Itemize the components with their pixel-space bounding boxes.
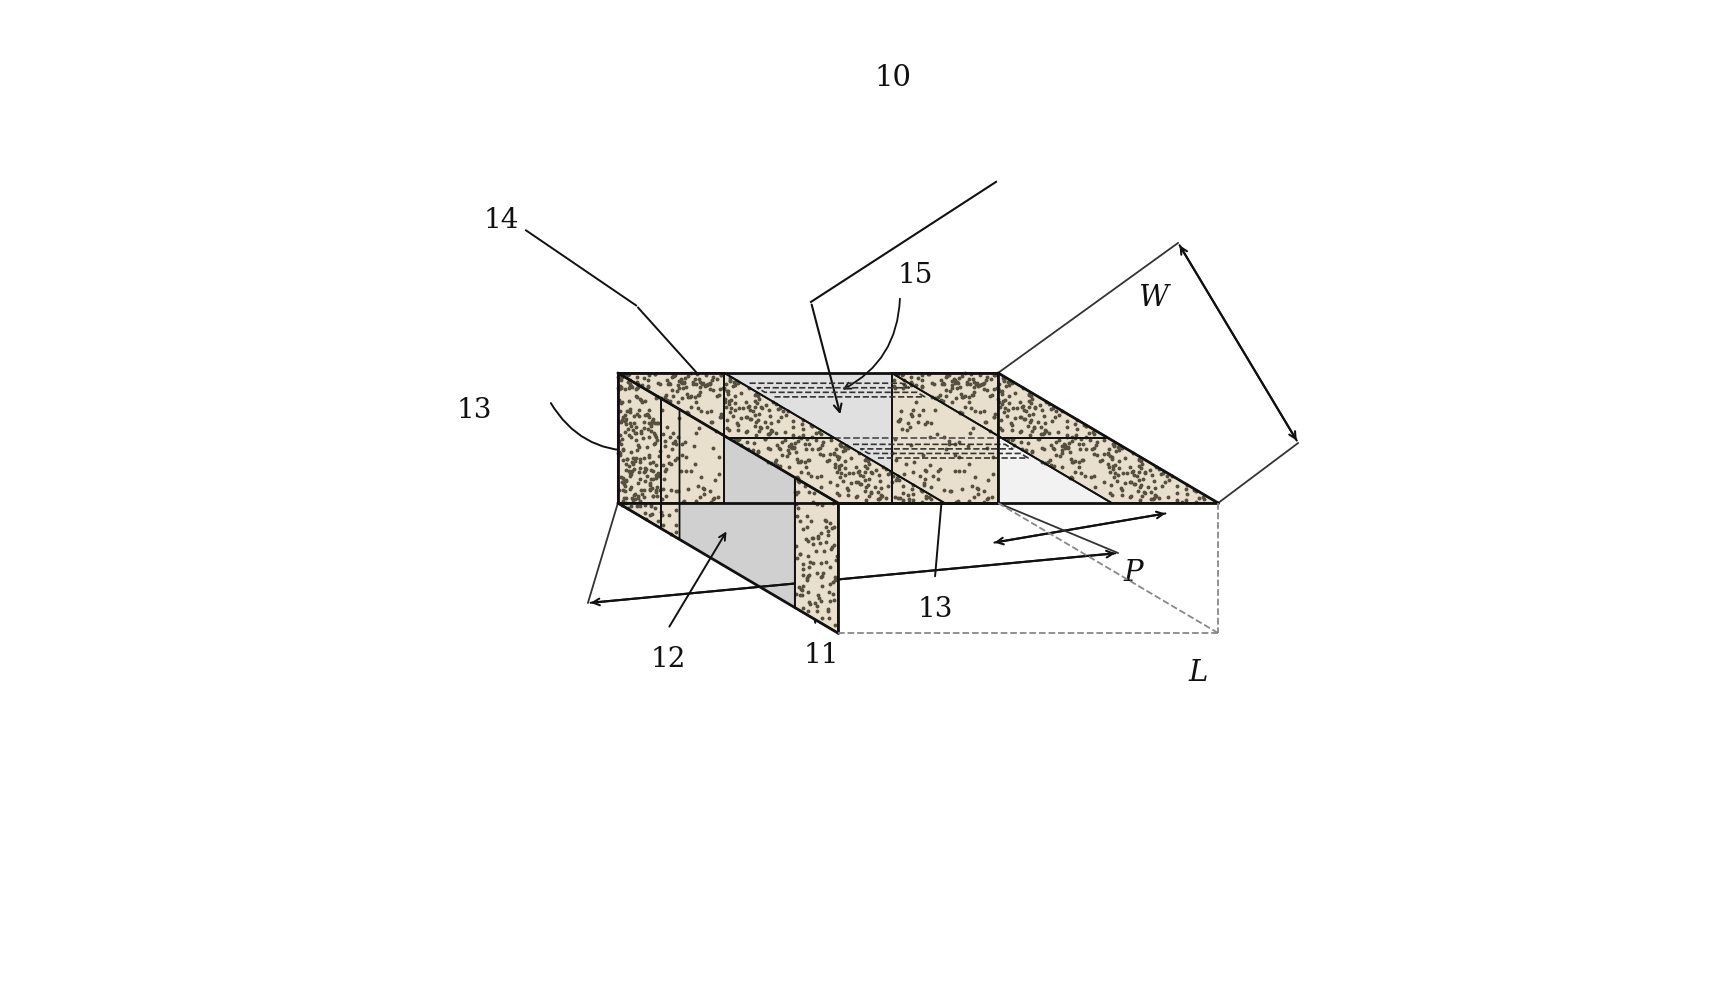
- Polygon shape: [892, 373, 998, 503]
- Polygon shape: [618, 373, 998, 503]
- Text: 13: 13: [917, 596, 953, 623]
- Polygon shape: [618, 373, 838, 633]
- Polygon shape: [618, 373, 724, 503]
- Polygon shape: [618, 373, 1219, 503]
- Polygon shape: [727, 438, 944, 503]
- Text: 10: 10: [875, 63, 911, 92]
- Polygon shape: [618, 373, 679, 539]
- Polygon shape: [618, 373, 835, 438]
- Text: W: W: [1139, 284, 1168, 312]
- Text: 12: 12: [651, 646, 686, 673]
- Text: 15: 15: [898, 263, 932, 290]
- Text: 13: 13: [457, 397, 491, 425]
- Polygon shape: [892, 373, 1108, 438]
- Text: L: L: [1189, 659, 1208, 687]
- Text: P: P: [1123, 559, 1142, 588]
- Polygon shape: [1002, 438, 1219, 503]
- Polygon shape: [618, 373, 661, 528]
- Polygon shape: [795, 478, 838, 633]
- Text: 11: 11: [804, 642, 838, 669]
- Text: 14: 14: [483, 207, 519, 233]
